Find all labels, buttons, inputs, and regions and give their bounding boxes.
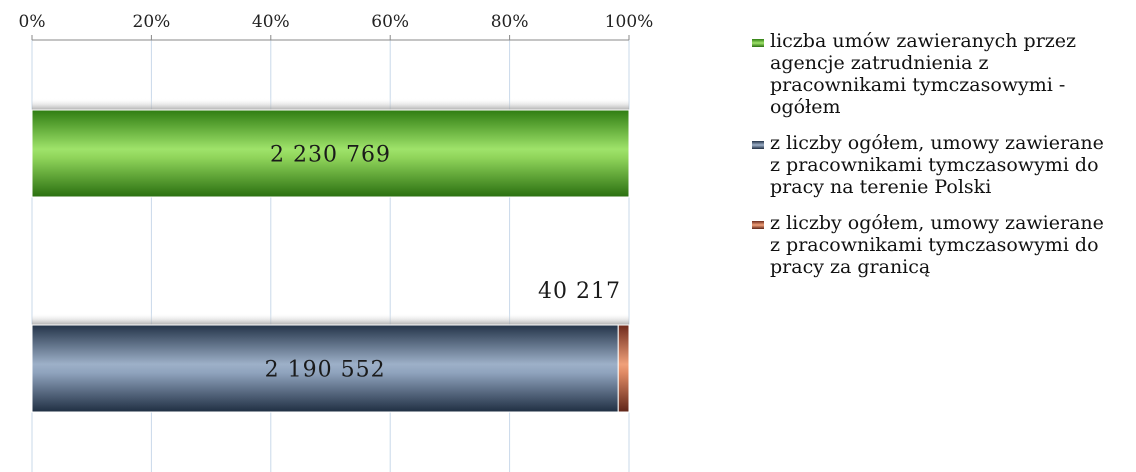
bars <box>31 98 630 413</box>
x-tick-label: 80% <box>491 12 529 32</box>
legend-swatch-total <box>752 39 764 47</box>
bar-segment-3 <box>617 324 630 413</box>
legend-item-abroad: z liczby ogółem, umowy zawierane z praco… <box>752 212 1132 278</box>
data-label-2: 2 190 552 <box>265 358 386 383</box>
legend-swatch-poland <box>752 141 764 149</box>
x-tick-label: 0% <box>19 12 46 32</box>
x-tick-label: 100% <box>605 12 654 32</box>
legend-item-total: liczba umów zawieranych przez agencje za… <box>752 30 1132 118</box>
x-tick-label: 20% <box>133 12 171 32</box>
bar-shadow <box>32 313 629 325</box>
legend: liczba umów zawieranych przez agencje za… <box>752 30 1132 292</box>
legend-swatch-abroad <box>752 221 764 229</box>
data-label-3: 40 217 <box>538 279 621 304</box>
x-tick-label: 40% <box>252 12 290 32</box>
bar-shadow <box>32 98 629 110</box>
bar-segment-1 <box>31 109 630 198</box>
data-label-1: 2 230 769 <box>270 143 391 168</box>
legend-label-poland: z liczby ogółem, umowy zawierane z praco… <box>770 132 1104 198</box>
x-axis: 0% 20% 40% 60% 80% 100% <box>19 12 654 41</box>
bar-chart: 0% 20% 40% 60% 80% 100% 2 230 769 2 190 552 40 … <box>19 12 654 472</box>
legend-label-abroad: z liczby ogółem, umowy zawierane z praco… <box>770 212 1104 278</box>
legend-item-poland: z liczby ogółem, umowy zawierane z praco… <box>752 132 1132 198</box>
x-tick-label: 60% <box>371 12 409 32</box>
legend-label-total: liczba umów zawieranych przez agencje za… <box>770 30 1077 118</box>
bar-segment-2 <box>31 324 619 413</box>
data-labels: 2 230 769 2 190 552 40 217 <box>265 143 621 383</box>
